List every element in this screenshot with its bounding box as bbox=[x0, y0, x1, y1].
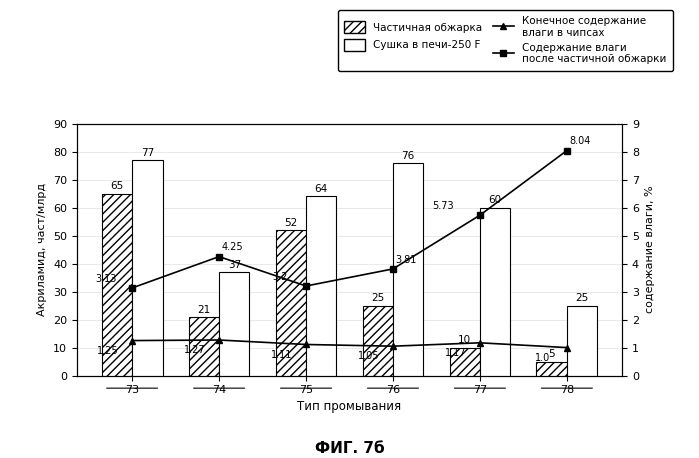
Text: 77: 77 bbox=[140, 148, 154, 158]
Text: Тип промывания: Тип промывания bbox=[298, 400, 401, 413]
Text: ФИГ. 7б: ФИГ. 7б bbox=[315, 442, 384, 457]
Bar bbox=[101, 194, 132, 376]
Text: 1.27: 1.27 bbox=[184, 345, 206, 355]
Text: 3.2: 3.2 bbox=[272, 272, 287, 282]
Text: 1.05: 1.05 bbox=[358, 351, 380, 361]
Text: 5: 5 bbox=[548, 349, 555, 360]
Text: 10: 10 bbox=[458, 335, 471, 345]
Bar bbox=[480, 207, 510, 376]
Text: 5.73: 5.73 bbox=[433, 201, 454, 211]
Bar bbox=[536, 361, 567, 376]
Bar bbox=[275, 230, 306, 376]
Text: 25: 25 bbox=[371, 293, 384, 303]
Bar bbox=[363, 305, 393, 376]
Text: 4.25: 4.25 bbox=[222, 242, 243, 252]
Bar bbox=[132, 160, 163, 376]
Bar bbox=[306, 196, 336, 376]
Bar bbox=[219, 272, 250, 376]
Text: 25: 25 bbox=[575, 293, 589, 303]
Text: 21: 21 bbox=[197, 305, 210, 315]
Y-axis label: Акриламид, част/млрд: Акриламид, част/млрд bbox=[38, 183, 48, 316]
Bar bbox=[189, 317, 219, 376]
Text: 37: 37 bbox=[228, 260, 241, 270]
Text: 3.13: 3.13 bbox=[95, 274, 117, 284]
Y-axis label: содержание влаги, %: содержание влаги, % bbox=[644, 186, 654, 313]
Legend: Частичная обжарка, Сушка в печи-250 F, Конечное содержание
влаги в чипсах, Содер: Частичная обжарка, Сушка в печи-250 F, К… bbox=[338, 10, 673, 71]
Text: 3.81: 3.81 bbox=[396, 255, 417, 265]
Text: 1.11: 1.11 bbox=[271, 349, 292, 360]
Text: 64: 64 bbox=[315, 184, 328, 194]
Text: 8.04: 8.04 bbox=[569, 136, 591, 147]
Bar bbox=[449, 348, 480, 376]
Text: 1.17: 1.17 bbox=[445, 348, 466, 358]
Text: 60: 60 bbox=[489, 196, 502, 205]
Bar bbox=[567, 305, 598, 376]
Text: 52: 52 bbox=[284, 218, 298, 228]
Text: 1.25: 1.25 bbox=[97, 346, 119, 355]
Text: 76: 76 bbox=[401, 151, 415, 161]
Text: 65: 65 bbox=[110, 181, 124, 191]
Text: 1.0: 1.0 bbox=[535, 353, 550, 363]
Bar bbox=[393, 163, 424, 376]
